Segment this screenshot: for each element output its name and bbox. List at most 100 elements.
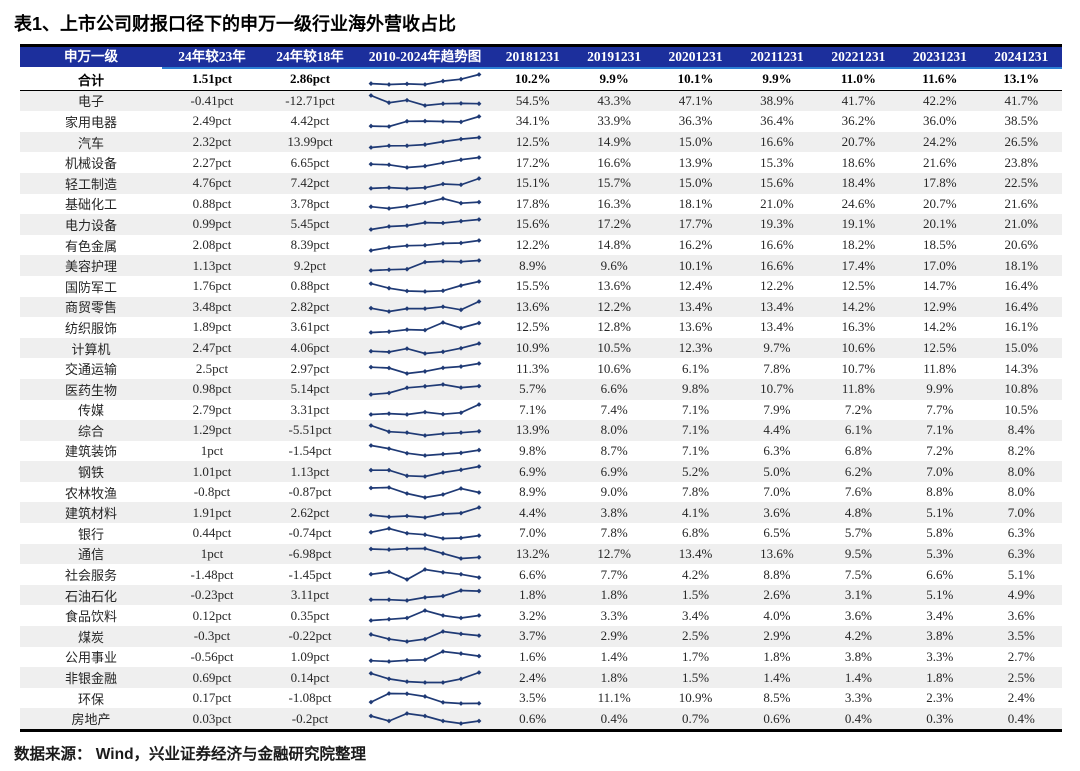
data-source-note: 数据来源： Wind，兴业证券经济与金融研究院整理 (14, 746, 367, 763)
sparkline-cell (358, 545, 492, 562)
year-value: 8.8% (926, 484, 954, 500)
year-value: 1.4% (844, 669, 872, 685)
year-value: 16.6% (597, 154, 631, 170)
chg-vs-2023: 1.29pct (192, 422, 232, 438)
year-value: 4.8% (844, 504, 872, 520)
year-value: 9.9% (762, 71, 792, 87)
industry-name: 建筑装饰 (64, 444, 117, 460)
year-value: 8.7% (600, 442, 628, 458)
industry-name: 通信 (77, 547, 104, 563)
trend-sparkline (368, 443, 482, 459)
year-value: 6.8% (682, 525, 710, 541)
trend-sparkline (368, 525, 482, 541)
trend-sparkline (368, 608, 482, 624)
year-value: 22.5% (1004, 175, 1039, 191)
column-header: 20231231 (912, 49, 967, 64)
table-row: 农林牧渔 -0.8pct -0.87pct 8.9% 9.0% 7.8% 7.0% 7.6% 8… (20, 482, 1062, 503)
year-value: 1.8% (926, 669, 954, 685)
industry-name: 煤炭 (77, 629, 104, 645)
year-value: 12.9% (923, 298, 957, 314)
table-row: 国防军工 1.76pct 0.88pct 15.5% 13.6% 12.4% 12.2% 12… (20, 276, 1062, 297)
year-value: 13.6% (678, 319, 713, 335)
table-header-row: 申万一级 24年较23年 24年较18年 2010-2024年趋势图 20181231 2… (20, 47, 1062, 67)
year-value: 1.4% (600, 648, 628, 664)
year-value: 8.0% (1007, 484, 1035, 500)
year-value: 2.5% (682, 628, 710, 644)
year-value: 3.5% (1007, 628, 1035, 644)
year-value: 15.3% (760, 154, 794, 170)
chg-vs-2023: 0.44pct (192, 525, 232, 541)
year-value: 13.6% (597, 278, 631, 294)
year-value: 17.2% (597, 216, 631, 232)
year-value: 1.5% (682, 669, 710, 685)
chg-vs-2023: 1.76pct (192, 278, 232, 294)
industry-name: 传媒 (77, 403, 104, 419)
year-value: 7.2% (844, 401, 872, 417)
year-value: 41.7% (1004, 92, 1039, 108)
year-value: 16.6% (760, 134, 794, 150)
sparkline-cell (358, 154, 492, 171)
chg-vs-2018: 13.99pct (287, 134, 333, 150)
chg-vs-2018: -1.54pct (288, 442, 332, 458)
chg-vs-2023: 1pct (200, 545, 224, 561)
year-value: 12.8% (597, 319, 631, 335)
table-row: 计算机 2.47pct 4.06pct 10.9% 10.5% 12.3% 9.7% 10.6… (20, 337, 1062, 359)
year-value: 6.3% (763, 442, 791, 458)
year-value: 13.1% (1003, 71, 1040, 87)
table-row: 合计 1.51pct 2.86pct 10.2% 9.9% 10.1% 9.9% 11.0% 1… (20, 69, 1062, 91)
trend-sparkline (368, 587, 482, 603)
column-header: 20241231 (994, 49, 1049, 64)
industry-name: 钢铁 (77, 465, 104, 481)
table-row: 汽车 2.32pct 13.99pct 12.5% 14.9% 15.0% 16.6% 20.… (20, 131, 1062, 153)
year-value: 10.1% (677, 71, 714, 87)
chg-vs-2023: 0.12pct (192, 607, 232, 623)
chg-vs-2018: -0.74pct (288, 525, 332, 541)
trend-sparkline (368, 670, 482, 685)
year-value: 12.2% (760, 278, 794, 294)
trend-sparkline (368, 381, 482, 397)
year-value: 13.4% (760, 319, 794, 335)
chg-vs-2023: 0.69pct (192, 669, 232, 685)
chg-vs-2018: -0.22pct (288, 628, 332, 644)
year-value: 10.9% (678, 690, 713, 706)
year-value: 7.1% (682, 442, 710, 458)
year-value: 10.1% (678, 257, 713, 273)
chg-vs-2023: 2.47pct (192, 340, 232, 356)
year-value: 16.6% (760, 237, 794, 253)
year-value: 5.1% (926, 587, 954, 603)
year-value: 6.8% (844, 442, 872, 458)
year-value: 16.6% (760, 257, 794, 273)
trend-sparkline (368, 546, 482, 562)
chg-vs-2023: 0.17pct (192, 690, 232, 706)
year-value: 42.2% (923, 92, 957, 108)
industry-name: 国防军工 (64, 279, 117, 295)
year-value: 6.3% (1007, 525, 1035, 541)
year-value: 14.2% (923, 319, 957, 335)
sparkline-cell (358, 710, 492, 727)
table-row: 电子 -0.41pct -12.71pct 54.5% 43.3% 47.1% 38.9% 4… (20, 90, 1062, 112)
year-value: 7.0% (926, 463, 954, 479)
year-value: 16.3% (597, 195, 631, 211)
chg-vs-2018: 1.13pct (290, 463, 330, 479)
table-row: 建筑材料 1.91pct 2.62pct 4.4% 3.8% 4.1% 3.6% 4.8% 5.… (20, 502, 1062, 524)
year-value: 36.2% (841, 113, 876, 129)
chg-vs-2023: 0.88pct (192, 195, 232, 211)
year-value: 8.8% (763, 566, 791, 582)
year-value: 24.2% (923, 134, 957, 150)
year-value: 1.8% (763, 648, 791, 664)
year-value: 7.1% (519, 401, 547, 417)
sparkline-cell (358, 504, 492, 521)
trend-sparkline (368, 93, 482, 109)
industry-name: 计算机 (71, 341, 111, 357)
year-value: 11.8% (923, 360, 957, 376)
chg-vs-2023: -0.8pct (193, 484, 231, 500)
year-value: 12.4% (678, 278, 713, 294)
table-row: 基础化工 0.88pct 3.78pct 17.8% 16.3% 18.1% 21.0% 24… (20, 194, 1062, 215)
sparkline-cell (358, 319, 492, 336)
chg-vs-2018: -6.98pct (288, 545, 332, 561)
chg-vs-2023: 2.27pct (192, 154, 232, 170)
year-value: 13.6% (515, 298, 550, 314)
year-value: 13.4% (678, 298, 713, 314)
year-value: 11.8% (841, 381, 875, 397)
chg-vs-2018: 5.45pct (290, 216, 330, 232)
